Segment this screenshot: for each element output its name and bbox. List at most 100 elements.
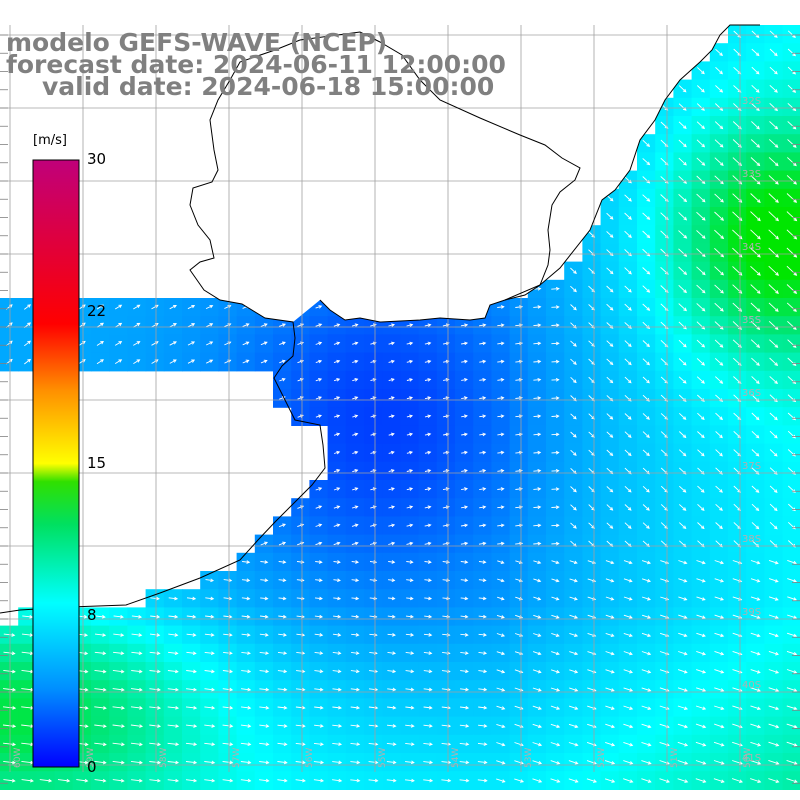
wind-arrow: [751, 357, 760, 366]
wind-arrow: [532, 742, 543, 747]
wind-arrow: [497, 341, 505, 346]
wind-arrow: [786, 759, 798, 765]
wind-arrow: [678, 284, 687, 294]
wind-arrow: [678, 266, 688, 276]
wind-arrow: [205, 578, 215, 583]
wind-arrow: [714, 723, 725, 729]
wind-arrow: [551, 323, 560, 328]
wind-arrow: [496, 633, 506, 637]
wind-arrow: [185, 742, 198, 747]
wind-arrow: [696, 85, 705, 93]
wind-arrow: [750, 175, 761, 185]
wind-speed-cell: [782, 370, 800, 390]
wind-arrow: [497, 396, 505, 400]
wind-arrow: [478, 633, 487, 637]
wind-arrow: [697, 485, 705, 493]
wind-arrow: [315, 523, 323, 528]
longitude-label: 60W: [13, 748, 23, 768]
wind-arrow: [479, 505, 487, 509]
wind-arrow: [714, 614, 725, 619]
wind-arrow: [606, 303, 614, 311]
wind-arrow: [570, 267, 577, 275]
wind-arrow: [131, 778, 143, 783]
wind-arrow: [405, 742, 415, 746]
wind-arrow: [550, 687, 561, 692]
lat-lon-labels: 32S 33S 34S 35S 36S 37S 38S 39S 40S 41S 60W 59W 58W 5…: [13, 96, 761, 768]
wind-arrow: [570, 376, 577, 384]
wind-arrow: [350, 724, 361, 728]
wind-arrow: [550, 778, 561, 783]
wind-arrow: [167, 724, 180, 728]
wind-arrow: [642, 358, 651, 366]
wind-speed-cell: [782, 43, 800, 62]
wind-arrow: [623, 741, 634, 747]
wind-arrow: [204, 706, 216, 710]
wind-arrow: [459, 778, 470, 783]
wind-arrow: [460, 578, 469, 583]
wind-arrow: [750, 560, 761, 565]
wind-arrow: [131, 614, 143, 619]
wind-arrow: [786, 302, 797, 312]
wind-arrow: [461, 341, 469, 346]
wind-arrow: [260, 541, 268, 546]
wind-arrow: [149, 633, 161, 637]
wind-arrow: [624, 212, 632, 220]
wind-arrow: [259, 669, 270, 674]
wind-arrow: [277, 760, 288, 765]
wind-arrow: [461, 396, 468, 400]
wind-arrow: [750, 723, 762, 729]
wind-arrow: [388, 341, 395, 346]
wind-arrow: [96, 304, 104, 310]
wind-arrow: [768, 193, 779, 203]
wind-arrow: [167, 687, 179, 692]
wind-arrow: [533, 323, 542, 328]
wind-arrow: [3, 651, 16, 656]
wind-arrow: [314, 614, 324, 619]
wind-arrow: [678, 485, 687, 493]
wind-arrow: [751, 503, 760, 512]
wind-arrow: [606, 249, 614, 257]
wind-arrow: [114, 322, 123, 328]
wind-arrow: [532, 723, 543, 729]
wind-arrow: [187, 323, 196, 328]
wind-arrow: [112, 742, 125, 747]
wind-arrow: [497, 450, 505, 455]
wind-arrow: [623, 760, 634, 765]
wind-arrow: [769, 102, 778, 112]
wind-arrow: [3, 633, 16, 637]
wind-arrow: [586, 778, 597, 783]
wind-arrow: [768, 139, 779, 148]
wind-arrow: [605, 632, 615, 638]
longitude-label: 58W: [159, 748, 169, 768]
wind-arrow: [149, 706, 162, 710]
wind-arrow: [185, 706, 198, 710]
wind-arrow: [678, 139, 687, 148]
wind-arrow: [406, 378, 414, 382]
wind-arrow: [169, 323, 177, 328]
wind-arrow: [295, 778, 306, 783]
wind-arrow: [167, 778, 180, 783]
wind-arrow: [514, 778, 525, 783]
longitude-label: 53W: [524, 748, 534, 768]
wind-arrow: [750, 284, 761, 294]
wind-arrow: [532, 760, 543, 765]
wind-arrow: [479, 359, 487, 364]
wind-arrow: [167, 760, 180, 765]
wind-arrow: [259, 651, 270, 655]
wind-arrow: [751, 376, 760, 385]
wind-arrow: [769, 121, 779, 130]
wind-arrow: [460, 669, 469, 674]
wind-arrow: [149, 651, 161, 656]
wind-arrow: [478, 560, 487, 564]
wind-arrow: [24, 358, 32, 365]
wind-arrow: [787, 30, 796, 39]
wind-arrow: [714, 339, 724, 348]
wind-arrow: [351, 596, 360, 601]
colorbar-ramp: [32, 159, 80, 768]
wind-arrow: [642, 376, 650, 384]
wind-arrow: [533, 505, 542, 510]
wind-arrow: [751, 449, 760, 457]
wind-arrow: [551, 359, 560, 364]
wind-arrow: [769, 84, 778, 93]
wind-arrow: [786, 265, 798, 276]
